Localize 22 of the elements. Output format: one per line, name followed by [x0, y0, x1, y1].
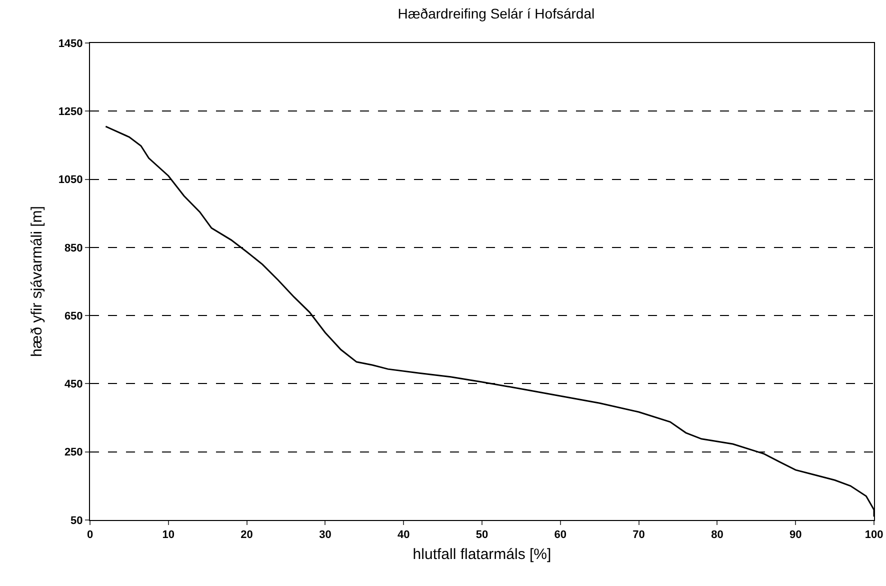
- x-tick-label: 20: [240, 529, 253, 542]
- chart-title: Hæðardreifing Selár í Hofsárdal: [398, 6, 595, 22]
- y-axis-title: hæð yfir sjávarmáli [m]: [28, 206, 46, 357]
- x-axis-title: hlutfall flatarmáls [%]: [412, 546, 552, 564]
- y-tick-label: 1250: [58, 106, 83, 118]
- y-tick-label: 50: [70, 514, 83, 527]
- x-tick-label: 30: [319, 529, 332, 542]
- x-tick-label: 40: [397, 529, 410, 542]
- x-tick-label: 0: [86, 529, 94, 542]
- x-tick-label: 70: [632, 529, 645, 542]
- y-tick-label: 450: [64, 378, 83, 391]
- x-tick-label: 60: [554, 529, 567, 542]
- y-tick-label: 250: [64, 446, 83, 459]
- x-tick-label: 50: [476, 529, 488, 542]
- x-tick-label: 100: [864, 529, 884, 542]
- y-tick-label: 1050: [58, 174, 83, 186]
- y-tick-label: 650: [64, 310, 83, 322]
- x-tick-label: 90: [789, 529, 802, 542]
- y-tick-label: 850: [64, 242, 83, 254]
- x-tick-label: 10: [162, 529, 175, 542]
- x-tick-label: 80: [711, 529, 724, 542]
- y-tick-label: 1450: [58, 38, 83, 50]
